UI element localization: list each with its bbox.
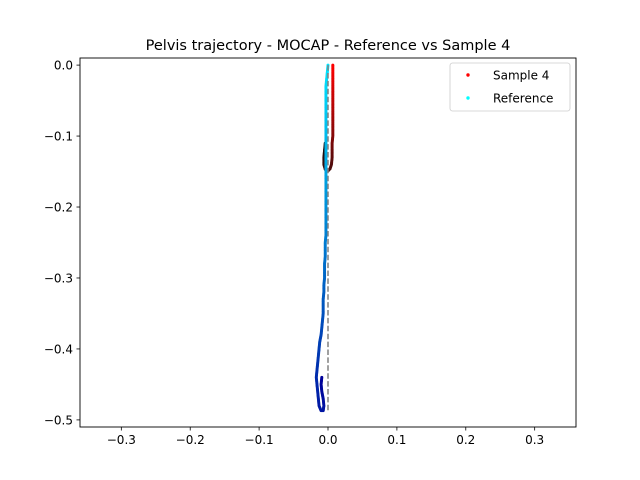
x-tick-label: 0.0 xyxy=(318,433,337,447)
y-tick-label: −0.4 xyxy=(44,342,73,356)
legend-label: Reference xyxy=(493,92,553,106)
x-tick-label: 0.2 xyxy=(456,433,475,447)
chart-title: Pelvis trajectory - MOCAP - Reference vs… xyxy=(146,38,511,54)
y-tick-label: −0.1 xyxy=(44,130,73,144)
x-tick-label: −0.3 xyxy=(107,433,136,447)
x-tick-label: 0.1 xyxy=(387,433,406,447)
legend: Sample 4 Reference xyxy=(449,62,571,112)
axis-ticks: −0.3 −0.2 −0.1 0.0 0.1 0.2 0.3 0.0 −0.1 −0.2 −0.3 −… xyxy=(44,59,544,447)
x-tick-label: 0.3 xyxy=(525,433,544,447)
data-point-reference xyxy=(320,375,324,379)
y-tick-label: 0.0 xyxy=(54,59,73,73)
x-tick-label: −0.2 xyxy=(176,433,205,447)
legend-marker xyxy=(466,96,470,100)
series-reference xyxy=(314,63,330,413)
y-tick-label: −0.2 xyxy=(44,201,73,215)
y-tick-label: −0.5 xyxy=(44,413,73,427)
x-tick-label: −0.1 xyxy=(245,433,274,447)
y-tick-label: −0.3 xyxy=(44,271,73,285)
legend-label: Sample 4 xyxy=(493,69,549,83)
plot-area xyxy=(314,63,335,413)
legend-marker xyxy=(466,73,470,77)
legend-box xyxy=(449,62,571,112)
